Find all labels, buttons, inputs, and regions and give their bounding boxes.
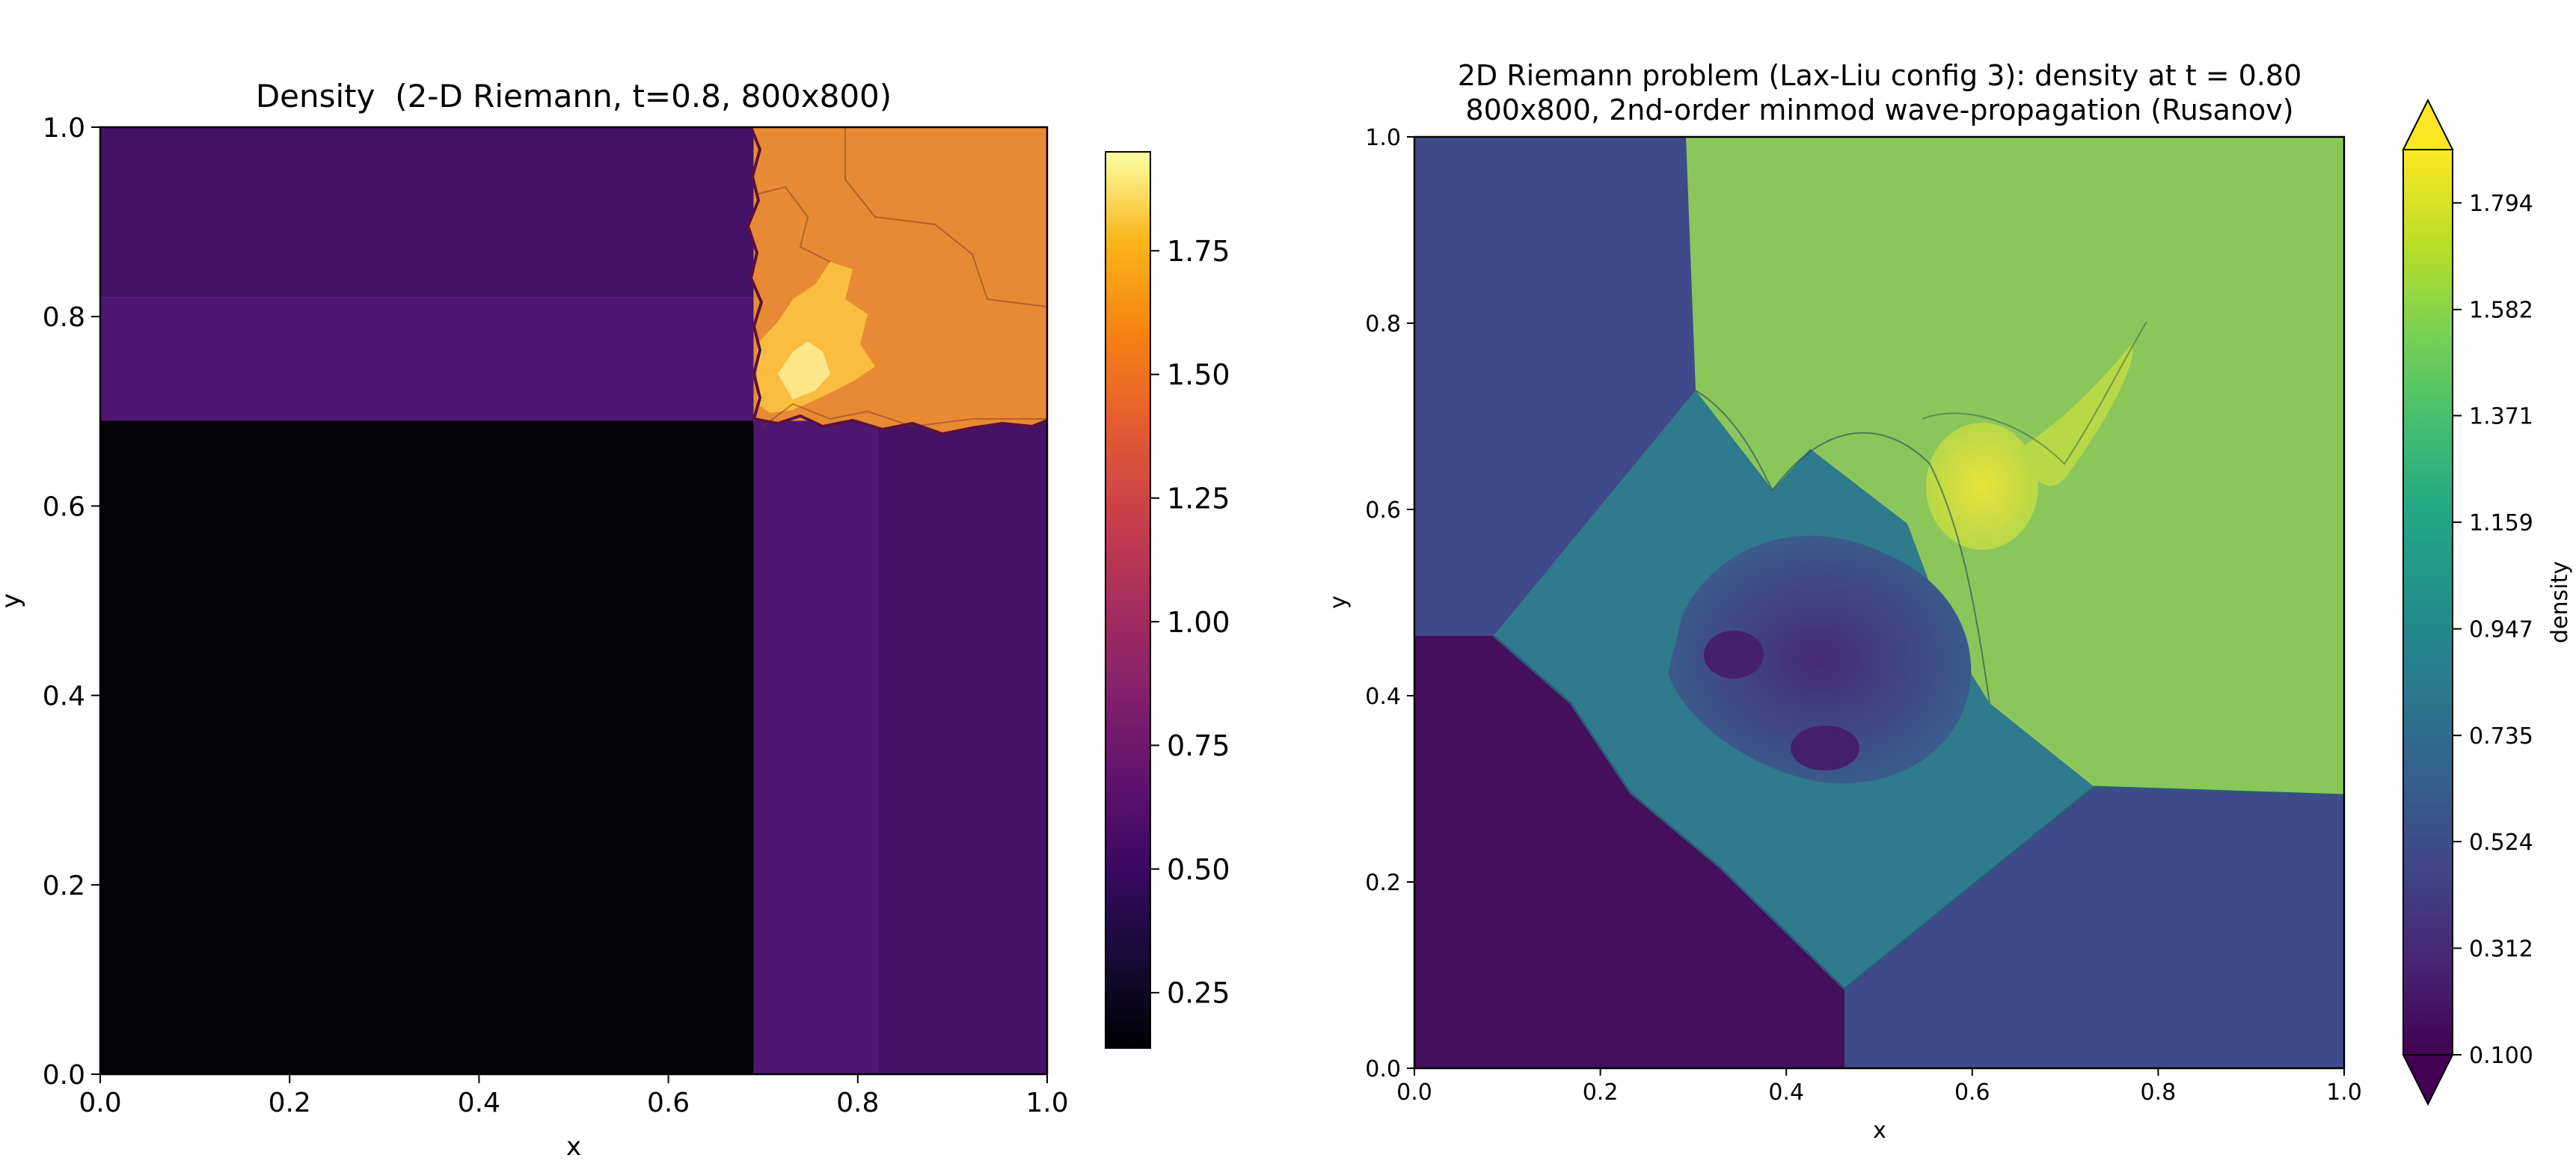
- chart-2-colorbar-label: density: [2547, 561, 2573, 643]
- chart-2-colorbar-tick-label: 1.371: [2469, 403, 2533, 429]
- chart-1-contour-a: [844, 127, 1048, 307]
- chart-1-title: Density (2-D Riemann, t=0.8, 800x800): [256, 78, 892, 114]
- chart-2-y-tick-label: 0.6: [1365, 497, 1401, 524]
- chart-2-region-lower-left: [1414, 636, 1844, 1068]
- chart-1-y-label: y: [0, 593, 26, 608]
- chart-1-y-ticks: 0.0 0.2 0.4 0.6 0.8 1.0: [43, 113, 100, 1091]
- chart-2-contour-a: [1695, 390, 1990, 704]
- chart-2-colorbar-ticks: 0.100 0.312 0.524 0.735 0.947 1.159 1.371 1.582…: [2453, 191, 2533, 1069]
- chart-1-x-label: x: [566, 1132, 581, 1161]
- chart-1-colorbar: [1105, 151, 1151, 1049]
- chart-2-colorbar: [2402, 149, 2453, 1056]
- chart-1-x-tick-label: 0.0: [79, 1088, 121, 1118]
- chart-2-colorbar-tick-label: 0.312: [2469, 936, 2533, 962]
- density-panel-right: 2D Riemann problem (Lax-Liu config 3): d…: [1325, 59, 2573, 1144]
- chart-2-x-tick-label: 0.2: [1583, 1079, 1619, 1106]
- chart-1-colorbar-tick-label: 0.25: [1167, 977, 1230, 1010]
- chart-2-x-tick-label: 0.0: [1396, 1079, 1432, 1106]
- chart-2-subtitle: 800x800, 2nd-order minmod wave-propagati…: [1465, 94, 2293, 126]
- chart-1-y-tick-label: 0.6: [43, 491, 85, 522]
- chart-2-colorbar-tick-label: 0.735: [2469, 723, 2533, 750]
- chart-1-colorbar-tick-label: 1.75: [1167, 235, 1230, 268]
- chart-2-title: 2D Riemann problem (Lax-Liu config 3): d…: [1458, 59, 2302, 92]
- chart-1-contour-b: [755, 186, 831, 263]
- chart-2-y-tick-label: 0.4: [1365, 684, 1401, 710]
- chart-2-y-ticks: 0.0 0.2 0.4 0.6 0.8 1.0: [1365, 125, 1414, 1082]
- chart-1-x-tick-label: 1.0: [1025, 1088, 1068, 1118]
- chart-2-vortex-core: [1668, 536, 1972, 784]
- density-panel-left: Density (2-D Riemann, t=0.8, 800x800) 0.…: [0, 78, 1230, 1161]
- chart-1-colorbar-tick-label: 1.50: [1167, 358, 1230, 391]
- chart-2-colorbar-tick-label: 0.524: [2469, 830, 2533, 856]
- chart-1-x-tick-label: 0.4: [458, 1088, 500, 1118]
- chart-2-y-tick-label: 1.0: [1365, 125, 1401, 151]
- chart-2-jet-tail: [2020, 344, 2133, 486]
- chart-1-colorbar-tick-label: 0.50: [1167, 853, 1230, 886]
- chart-1-colorbar-tick-label: 0.75: [1167, 729, 1230, 762]
- chart-2-colorbar-tick-label: 0.947: [2469, 616, 2533, 643]
- chart-2-colorbar-tick-label: 0.100: [2469, 1043, 2533, 1069]
- chart-2-vortex-1: [1704, 631, 1764, 678]
- chart-1-contour-c: [762, 402, 1047, 428]
- chart-2-colorbar-tick-label: 1.159: [2469, 510, 2533, 536]
- chart-1-peak-lobe: [778, 341, 830, 399]
- chart-2-region-top-left: [1414, 137, 1696, 636]
- chart-1-y-tick-label: 0.4: [43, 681, 85, 712]
- chart-1-y-tick-label: 1.0: [43, 113, 85, 144]
- chart-2-colorbar-extend-max: [2402, 98, 2454, 150]
- chart-2-colorbar-tick-label: 1.794: [2469, 191, 2533, 217]
- chart-2-region-bottom-right: [1844, 787, 2344, 1068]
- chart-1-region-2: [100, 127, 754, 298]
- chart-2-shock-line-a: [1493, 634, 1846, 990]
- chart-1-x-ticks: 0.0 0.2 0.4 0.6 0.8 1.0: [79, 1074, 1069, 1118]
- chart-2-colorbar-tick-label: 1.582: [2469, 298, 2533, 324]
- chart-2-x-ticks: 0.0 0.2 0.4 0.6 0.8 1.0: [1396, 1068, 2362, 1106]
- chart-1-shock-structure: [746, 126, 1048, 436]
- chart-2-shock-line-b: [1844, 785, 2345, 990]
- chart-1-x-tick-label: 0.6: [647, 1088, 690, 1118]
- chart-1-shock-edge: [746, 126, 1048, 436]
- chart-1-colorbar-ticks: 0.25 0.50 0.75 1.00 1.25 1.50 1.75: [1150, 235, 1230, 1010]
- chart-2-y-tick-label: 0.2: [1365, 870, 1401, 896]
- chart-2-vortex-2: [1791, 726, 1859, 771]
- chart-2-x-tick-label: 0.8: [2141, 1079, 2177, 1106]
- chart-1-region-1: [100, 297, 754, 421]
- chart-2-x-tick-label: 0.4: [1768, 1079, 1804, 1106]
- chart-1-axes-frame: [99, 126, 1049, 1076]
- chart-1-y-tick-label: 0.2: [43, 871, 85, 901]
- chart-2-contour-b: [1922, 321, 2147, 465]
- chart-2-y-tick-label: 0.8: [1365, 311, 1401, 337]
- chart-2-axes-frame: [1413, 135, 2346, 1070]
- chart-2-x-tick-label: 1.0: [2326, 1079, 2362, 1106]
- chart-2-x-label: x: [1873, 1118, 1886, 1144]
- chart-2-jet-head: [1926, 423, 2038, 550]
- chart-2-y-tick-label: 0.0: [1365, 1056, 1401, 1082]
- chart-1-region-4: [877, 420, 1047, 1074]
- chart-1-y-tick-label: 0.8: [43, 302, 85, 333]
- chart-1-x-tick-label: 0.2: [269, 1088, 311, 1118]
- chart-1-region-0: [100, 420, 754, 1074]
- chart-1-colorbar-tick-label: 1.25: [1167, 482, 1230, 515]
- chart-2-x-tick-label: 0.6: [1954, 1079, 1990, 1106]
- chart-2-colorbar-extend-min: [2402, 1054, 2454, 1106]
- chart-2-field: [1414, 137, 2345, 1068]
- chart-1-colorbar-tick-label: 1.00: [1167, 606, 1230, 639]
- chart-1-y-tick-label: 0.0: [43, 1060, 85, 1091]
- chart-1-x-tick-label: 0.8: [836, 1088, 879, 1118]
- chart-1-region-3: [753, 420, 877, 1074]
- chart-2-y-label: y: [1325, 595, 1352, 609]
